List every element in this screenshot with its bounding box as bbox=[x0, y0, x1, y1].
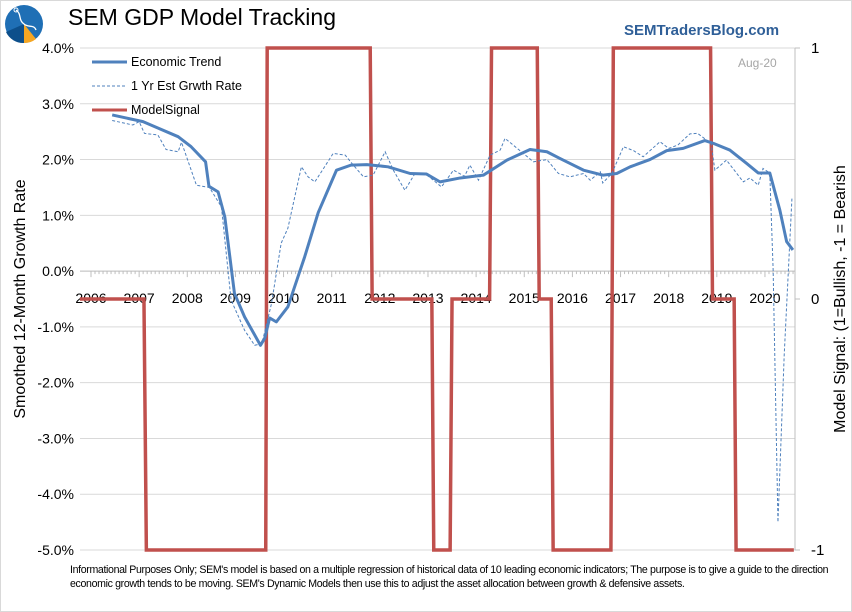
x-tick-label: 2017 bbox=[605, 290, 636, 306]
y-tick-label: 1.0% bbox=[42, 207, 74, 223]
y-tick-label: -2.0% bbox=[37, 375, 74, 391]
x-tick-label: 2011 bbox=[317, 290, 347, 306]
y-tick-label: -3.0% bbox=[37, 430, 74, 446]
y2-tick-label: 1 bbox=[811, 40, 819, 57]
x-tick-label: 2018 bbox=[653, 290, 684, 306]
legend-item-signal: ModelSignal bbox=[92, 98, 242, 122]
y2-tick-label: -1 bbox=[811, 542, 824, 559]
y-tick-label: -5.0% bbox=[37, 542, 74, 558]
legend-swatch-signal bbox=[92, 108, 127, 112]
legend-item-trend: Economic Trend bbox=[92, 50, 242, 74]
legend-swatch-trend bbox=[92, 60, 127, 64]
y-tick-label: 2.0% bbox=[42, 152, 74, 168]
sem-logo-icon bbox=[5, 5, 43, 44]
y2-axis-title: Model Signal: (1=Bullish, -1 = Bearish bbox=[832, 165, 849, 433]
model-signal-line bbox=[79, 46, 794, 552]
economic-trend-line bbox=[111, 113, 795, 347]
as-of-date: Aug-20 bbox=[738, 56, 777, 70]
brand-link[interactable]: SEMTradersBlog.com bbox=[624, 22, 780, 39]
y-tick-label: 4.0% bbox=[42, 40, 74, 56]
legend-swatch-estimate bbox=[92, 85, 127, 87]
x-tick-label: 2010 bbox=[268, 290, 299, 306]
legend-label: Economic Trend bbox=[131, 55, 222, 69]
x-tick-label: 2015 bbox=[509, 290, 540, 306]
y-tick-label: 3.0% bbox=[42, 96, 74, 112]
legend-item-estimate: 1 Yr Est Grwth Rate bbox=[92, 74, 242, 98]
y-tick-label: 0.0% bbox=[42, 263, 74, 279]
legend: Economic Trend 1 Yr Est Grwth Rate Model… bbox=[92, 50, 242, 122]
legend-label: ModelSignal bbox=[131, 103, 200, 117]
footnote: Informational Purposes Only; SEM's model… bbox=[70, 564, 829, 590]
y-axis-title: Smoothed 12-Month Growth Rate bbox=[12, 179, 29, 419]
x-tick-label: 2008 bbox=[172, 290, 203, 306]
estimate-growth-line bbox=[112, 120, 793, 523]
x-tick-label: 2016 bbox=[557, 290, 588, 306]
chart-title: SEM GDP Model Tracking bbox=[68, 4, 337, 30]
legend-label: 1 Yr Est Grwth Rate bbox=[131, 79, 242, 93]
x-tick-label: 2020 bbox=[749, 290, 780, 306]
y-tick-label: -1.0% bbox=[37, 319, 74, 335]
y2-tick-label: 0 bbox=[811, 291, 819, 308]
y-tick-label: -4.0% bbox=[37, 486, 74, 502]
